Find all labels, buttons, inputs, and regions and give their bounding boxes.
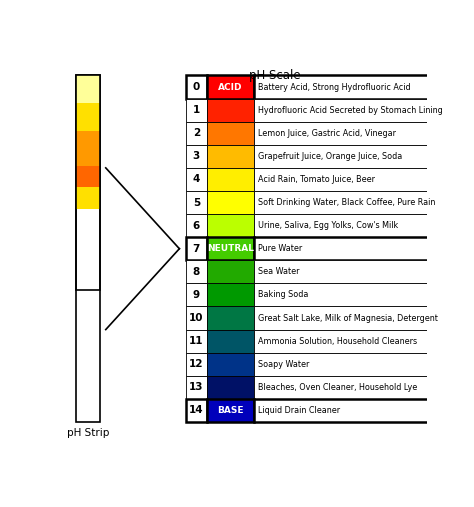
Bar <box>207 306 254 330</box>
Bar <box>186 191 207 214</box>
Bar <box>254 353 440 376</box>
Bar <box>76 131 100 166</box>
Bar <box>76 76 100 291</box>
Text: 13: 13 <box>189 382 204 392</box>
Bar <box>76 76 100 103</box>
Bar <box>254 214 440 237</box>
Text: Great Salt Lake, Milk of Magnesia, Detergent: Great Salt Lake, Milk of Magnesia, Deter… <box>258 313 438 322</box>
Text: 6: 6 <box>193 221 200 231</box>
Bar <box>186 283 207 306</box>
Text: 0: 0 <box>193 82 200 92</box>
Text: Lemon Juice, Gastric Acid, Vinegar: Lemon Juice, Gastric Acid, Vinegar <box>258 129 396 138</box>
Text: Ammonia Solution, Household Cleaners: Ammonia Solution, Household Cleaners <box>258 337 417 346</box>
Text: 7: 7 <box>193 244 200 254</box>
Bar <box>254 283 440 306</box>
Bar <box>254 76 440 98</box>
Text: pH Strip: pH Strip <box>67 428 109 438</box>
Bar <box>186 98 207 122</box>
Text: Baking Soda: Baking Soda <box>258 291 308 300</box>
Bar <box>76 76 100 422</box>
Bar <box>207 330 254 353</box>
Bar <box>186 330 207 353</box>
Bar <box>207 98 254 122</box>
Bar <box>186 214 207 237</box>
Bar <box>76 103 100 131</box>
Bar <box>254 399 440 422</box>
Text: Liquid Drain Cleaner: Liquid Drain Cleaner <box>258 406 340 415</box>
Bar <box>207 376 254 399</box>
Text: pH Scale: pH Scale <box>249 68 301 82</box>
Bar <box>186 237 207 260</box>
Text: Acid Rain, Tomato Juice, Beer: Acid Rain, Tomato Juice, Beer <box>258 175 374 184</box>
Text: 3: 3 <box>193 151 200 161</box>
Text: 11: 11 <box>189 336 204 346</box>
Bar <box>76 166 100 187</box>
Bar <box>207 168 254 191</box>
Bar <box>186 260 207 283</box>
Bar <box>254 122 440 145</box>
Text: Sea Water: Sea Water <box>258 267 299 276</box>
Text: Soft Drinking Water, Black Coffee, Pure Rain: Soft Drinking Water, Black Coffee, Pure … <box>258 198 435 207</box>
Bar <box>254 330 440 353</box>
Bar <box>207 237 254 260</box>
Text: ACID: ACID <box>218 83 243 92</box>
Bar <box>207 122 254 145</box>
Text: 1: 1 <box>193 105 200 115</box>
Bar <box>186 168 207 191</box>
Bar <box>207 283 254 306</box>
Text: Hydrofluoric Acid Secreted by Stomach Lining: Hydrofluoric Acid Secreted by Stomach Li… <box>258 105 442 115</box>
Bar <box>207 214 254 237</box>
Bar <box>254 237 440 260</box>
Bar <box>254 168 440 191</box>
Bar <box>186 376 207 399</box>
Bar <box>254 306 440 330</box>
Bar <box>207 191 254 214</box>
Bar <box>76 187 100 209</box>
Text: Bleaches, Oven Cleaner, Household Lye: Bleaches, Oven Cleaner, Household Lye <box>258 383 417 392</box>
Text: 9: 9 <box>193 290 200 300</box>
Bar <box>207 145 254 168</box>
Bar <box>254 260 440 283</box>
Text: 8: 8 <box>193 267 200 277</box>
Text: NEUTRAL: NEUTRAL <box>207 244 254 253</box>
Text: BASE: BASE <box>217 406 244 415</box>
Bar <box>186 353 207 376</box>
Text: 4: 4 <box>193 174 200 185</box>
Bar <box>207 399 254 422</box>
Text: Grapefruit Juice, Orange Juice, Soda: Grapefruit Juice, Orange Juice, Soda <box>258 152 402 161</box>
Text: Soapy Water: Soapy Water <box>258 360 309 369</box>
Bar <box>254 145 440 168</box>
Text: Urine, Saliva, Egg Yolks, Cow's Milk: Urine, Saliva, Egg Yolks, Cow's Milk <box>258 221 398 230</box>
Bar <box>186 122 207 145</box>
Bar <box>207 260 254 283</box>
Bar <box>186 76 207 98</box>
Bar <box>254 191 440 214</box>
Text: Pure Water: Pure Water <box>258 244 302 253</box>
Bar <box>186 145 207 168</box>
Text: 5: 5 <box>193 198 200 207</box>
Bar <box>254 98 440 122</box>
Bar <box>207 353 254 376</box>
Bar <box>207 76 254 98</box>
Text: 2: 2 <box>193 128 200 138</box>
Bar <box>254 376 440 399</box>
Text: 12: 12 <box>189 359 204 369</box>
Text: 14: 14 <box>189 406 204 415</box>
Bar <box>186 306 207 330</box>
Text: 10: 10 <box>189 313 204 323</box>
Bar <box>186 399 207 422</box>
Text: Battery Acid, Strong Hydrofluoric Acid: Battery Acid, Strong Hydrofluoric Acid <box>258 83 410 92</box>
